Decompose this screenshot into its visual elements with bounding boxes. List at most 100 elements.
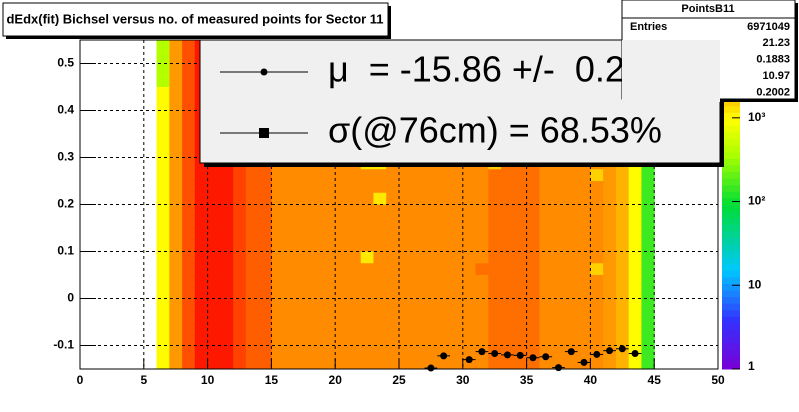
palette <box>722 224 740 232</box>
palette <box>722 290 740 298</box>
palette <box>722 184 740 192</box>
heat-cell <box>475 263 489 275</box>
palette <box>722 296 740 304</box>
stats-value: 6971049 <box>747 21 790 33</box>
heat-cell <box>590 263 604 275</box>
stats-value: 21.23 <box>762 37 790 49</box>
x-tick-label: 50 <box>711 373 725 387</box>
x-tick-label: 10 <box>201 373 215 387</box>
palette <box>722 171 740 179</box>
palette <box>722 165 740 173</box>
x-tick-label: 35 <box>520 373 534 387</box>
stats-title: PointsB11 <box>681 3 734 15</box>
palette <box>722 217 740 225</box>
point <box>580 358 588 366</box>
palette <box>722 322 740 331</box>
legend-overlap <box>622 40 720 102</box>
chart-title: dEdx(fit) Bichsel versus no. of measured… <box>6 11 383 26</box>
point <box>478 348 486 356</box>
point <box>593 350 601 358</box>
palette <box>722 237 740 245</box>
point <box>516 351 524 359</box>
point <box>427 364 435 372</box>
palette <box>722 151 740 159</box>
palette <box>722 197 740 205</box>
z-tick-label: 10³ <box>748 110 765 124</box>
palette <box>722 336 740 344</box>
point <box>491 349 499 357</box>
point <box>567 348 575 356</box>
x-tick-label: 30 <box>456 373 470 387</box>
y-tick-label: 0.1 <box>57 244 74 258</box>
palette <box>722 329 740 337</box>
legend-marker <box>260 68 268 76</box>
point <box>555 364 562 372</box>
point <box>618 345 626 353</box>
x-tick-label: 40 <box>584 373 598 387</box>
palette <box>722 243 740 252</box>
heat-cell <box>156 40 170 52</box>
heat-cell <box>360 251 374 264</box>
heat-column <box>156 40 170 369</box>
legend-text: σ(@76cm) = 68.53% <box>328 110 662 151</box>
point <box>503 351 511 359</box>
palette <box>722 191 740 199</box>
point <box>465 356 473 364</box>
point <box>631 349 639 357</box>
palette <box>722 276 740 284</box>
x-tick-label: 45 <box>648 373 662 387</box>
palette <box>722 250 740 258</box>
point <box>606 347 614 355</box>
y-tick-label: 0.2 <box>57 197 74 211</box>
palette <box>722 204 740 212</box>
z-tick-label: 1 <box>748 359 755 373</box>
palette <box>722 211 740 219</box>
palette <box>722 138 740 146</box>
x-tick-label: 25 <box>392 373 406 387</box>
palette <box>722 158 740 166</box>
z-tick-label: 10² <box>748 194 765 208</box>
palette <box>722 178 740 186</box>
heat-cell <box>590 169 604 181</box>
x-tick-label: 0 <box>77 373 84 387</box>
y-tick-label: -0.1 <box>53 338 74 352</box>
palette <box>722 118 740 127</box>
palette <box>722 270 740 278</box>
heat-cell <box>373 192 387 205</box>
x-tick-label: 20 <box>329 373 343 387</box>
palette <box>722 105 740 113</box>
heat-cell <box>156 75 170 87</box>
palette <box>722 362 740 370</box>
palette <box>722 263 740 271</box>
y-tick-label: 0.4 <box>57 103 74 117</box>
heat-column <box>169 40 183 369</box>
palette <box>722 99 740 107</box>
heat-cell <box>488 263 502 275</box>
palette <box>722 283 740 291</box>
palette <box>722 125 740 133</box>
y-tick-label: 0.3 <box>57 150 74 164</box>
palette <box>722 230 740 238</box>
palette <box>722 342 740 350</box>
y-tick-label: 0.5 <box>57 56 74 70</box>
point <box>440 352 448 360</box>
z-tick-label: 10 <box>748 277 762 291</box>
palette <box>722 112 740 120</box>
palette <box>722 132 740 140</box>
point <box>529 354 537 362</box>
palette <box>722 355 740 363</box>
stats-value: 10.97 <box>762 70 790 82</box>
heat-cell <box>156 51 170 64</box>
palette <box>722 309 740 317</box>
title-box <box>2 2 389 37</box>
stats-value: 0.2002 <box>756 86 790 98</box>
point <box>542 353 550 361</box>
palette <box>722 316 740 324</box>
palette <box>722 349 740 357</box>
palette <box>722 257 740 265</box>
x-tick-label: 5 <box>140 373 147 387</box>
x-tick-label: 15 <box>265 373 279 387</box>
stats-label: Entries <box>630 21 667 33</box>
palette <box>722 145 740 153</box>
